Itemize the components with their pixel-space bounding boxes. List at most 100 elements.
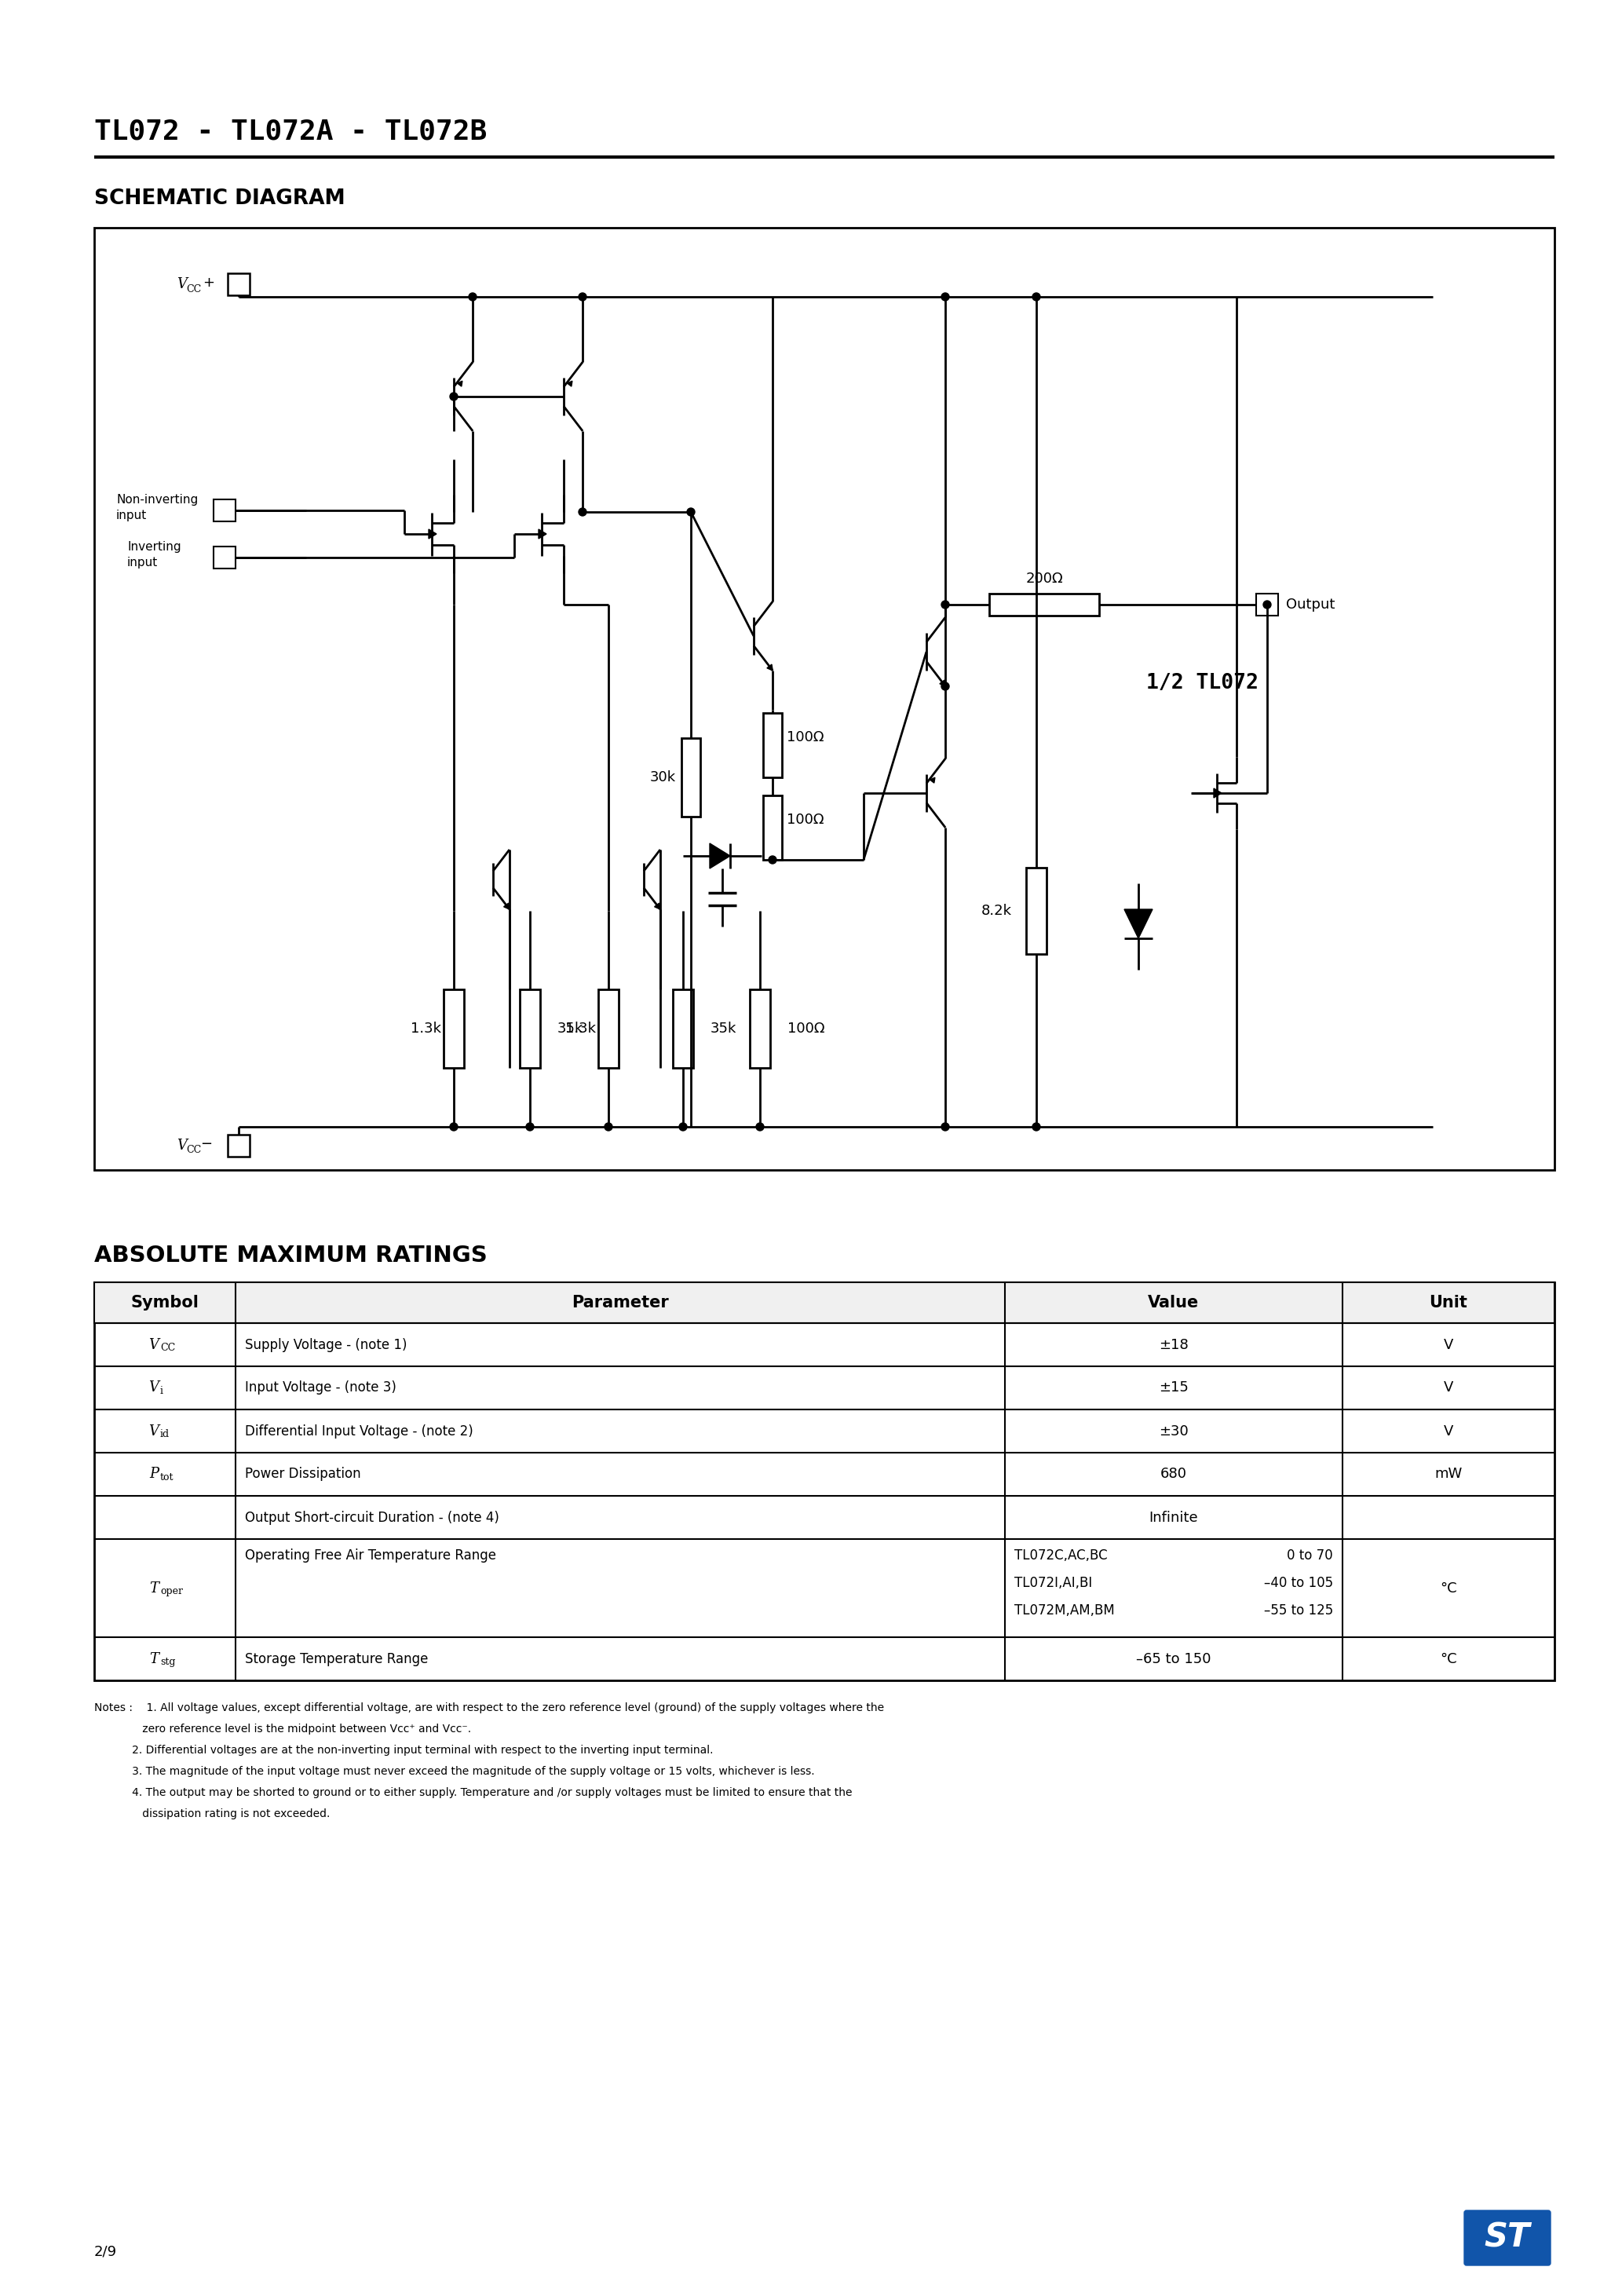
Bar [673, 990, 693, 1068]
Polygon shape [654, 902, 660, 909]
Text: input: input [127, 556, 157, 567]
Text: TL072M,AM,BM: TL072M,AM,BM [1014, 1603, 1114, 1619]
Polygon shape [767, 664, 772, 670]
Bar [1027, 868, 1046, 955]
Text: Symbol: Symbol [131, 1295, 200, 1311]
Text: ±15: ±15 [1158, 1380, 1189, 1396]
Text: CC: CC [187, 285, 201, 294]
Bar [94, 1281, 1554, 1322]
Text: –55 to 125: –55 to 125 [1264, 1603, 1333, 1619]
Text: TL072C,AC,BC: TL072C,AC,BC [1014, 1548, 1108, 1564]
Text: Operating Free Air Temperature Range: Operating Free Air Temperature Range [245, 1548, 496, 1564]
Bar [599, 990, 618, 1068]
Text: V: V [148, 1424, 159, 1437]
Bar [94, 1281, 1554, 1681]
Text: ABSOLUTE MAXIMUM RATINGS: ABSOLUTE MAXIMUM RATINGS [94, 1244, 487, 1267]
Polygon shape [457, 381, 462, 386]
Circle shape [1032, 1123, 1040, 1130]
Text: –65 to 150: –65 to 150 [1137, 1651, 1212, 1667]
Text: CC: CC [161, 1343, 175, 1352]
Circle shape [469, 294, 477, 301]
Text: input: input [117, 510, 148, 521]
Text: ±18: ±18 [1158, 1339, 1189, 1352]
Text: V: V [148, 1339, 159, 1352]
Bar [214, 546, 235, 569]
Bar [762, 714, 782, 778]
Text: 100Ω: 100Ω [787, 730, 824, 744]
Text: –40 to 105: –40 to 105 [1264, 1575, 1333, 1591]
Text: tot: tot [161, 1472, 174, 1483]
Bar [762, 794, 782, 859]
Bar [989, 595, 1100, 615]
Text: ST: ST [1484, 2223, 1530, 2255]
Polygon shape [929, 778, 934, 783]
Text: TL072I,AI,BI: TL072I,AI,BI [1014, 1575, 1092, 1591]
Text: V: V [148, 1380, 159, 1396]
Text: Output Short-circuit Duration - (note 4): Output Short-circuit Duration - (note 4) [245, 1511, 500, 1525]
Text: Output: Output [1286, 597, 1335, 611]
Text: ±30: ±30 [1158, 1424, 1189, 1437]
Polygon shape [939, 680, 946, 687]
Text: °C: °C [1440, 1582, 1457, 1596]
Text: P: P [149, 1467, 159, 1481]
Text: 0 to 70: 0 to 70 [1288, 1548, 1333, 1564]
Text: mW: mW [1434, 1467, 1463, 1481]
Circle shape [941, 602, 949, 608]
FancyBboxPatch shape [1465, 2211, 1551, 2266]
Text: 200Ω: 200Ω [1025, 572, 1062, 585]
Text: V: V [177, 278, 187, 292]
Text: CC: CC [187, 1146, 201, 1155]
Circle shape [579, 294, 587, 301]
Bar [749, 990, 770, 1068]
Circle shape [1032, 294, 1040, 301]
Bar [227, 1134, 250, 1157]
Circle shape [605, 1123, 613, 1130]
Text: Supply Voltage - (note 1): Supply Voltage - (note 1) [245, 1339, 407, 1352]
Bar [1255, 595, 1278, 615]
Text: Storage Temperature Range: Storage Temperature Range [245, 1651, 428, 1667]
Text: V: V [1444, 1424, 1453, 1437]
Text: Parameter: Parameter [571, 1295, 668, 1311]
Polygon shape [504, 902, 509, 909]
Text: −: − [200, 1137, 212, 1150]
Text: T: T [149, 1651, 159, 1667]
Text: Non-inverting: Non-inverting [117, 494, 198, 505]
Text: SCHEMATIC DIAGRAM: SCHEMATIC DIAGRAM [94, 188, 345, 209]
Polygon shape [428, 530, 436, 540]
Text: Power Dissipation: Power Dissipation [245, 1467, 360, 1481]
Bar [214, 501, 235, 521]
Circle shape [449, 1123, 457, 1130]
Text: 3. The magnitude of the input voltage must never exceed the magnitude of the sup: 3. The magnitude of the input voltage mu… [94, 1766, 814, 1777]
Text: id: id [161, 1428, 170, 1440]
Circle shape [526, 1123, 534, 1130]
Polygon shape [1124, 909, 1153, 939]
Text: 35k: 35k [558, 1022, 584, 1035]
Text: 30k: 30k [650, 769, 676, 785]
Text: +: + [203, 276, 214, 289]
Text: T: T [149, 1582, 159, 1596]
Polygon shape [568, 381, 573, 386]
Text: Differential Input Voltage - (note 2): Differential Input Voltage - (note 2) [245, 1424, 474, 1437]
Circle shape [941, 682, 949, 691]
Text: stg: stg [161, 1658, 175, 1667]
Text: 1.3k: 1.3k [564, 1022, 595, 1035]
Text: 100Ω: 100Ω [787, 1022, 824, 1035]
Text: 4. The output may be shorted to ground or to either supply. Temperature and /or : 4. The output may be shorted to ground o… [94, 1786, 852, 1798]
Text: 8.2k: 8.2k [981, 905, 1012, 918]
Text: 1/2 TL072: 1/2 TL072 [1147, 673, 1259, 693]
Polygon shape [710, 843, 730, 868]
Circle shape [941, 1123, 949, 1130]
Text: 2. Differential voltages are at the non-inverting input terminal with respect to: 2. Differential voltages are at the non-… [94, 1745, 714, 1756]
Bar [681, 737, 701, 817]
Circle shape [1264, 602, 1272, 608]
Text: 1.3k: 1.3k [410, 1022, 441, 1035]
Circle shape [941, 294, 949, 301]
Circle shape [449, 393, 457, 400]
Text: dissipation rating is not exceeded.: dissipation rating is not exceeded. [94, 1809, 329, 1818]
Text: 680: 680 [1160, 1467, 1187, 1481]
Text: Infinite: Infinite [1148, 1511, 1199, 1525]
Text: 100Ω: 100Ω [787, 813, 824, 827]
Text: Notes :    1. All voltage values, except differential voltage, are with respect : Notes : 1. All voltage values, except di… [94, 1701, 884, 1713]
Text: 2/9: 2/9 [94, 2245, 117, 2259]
Bar [443, 990, 464, 1068]
